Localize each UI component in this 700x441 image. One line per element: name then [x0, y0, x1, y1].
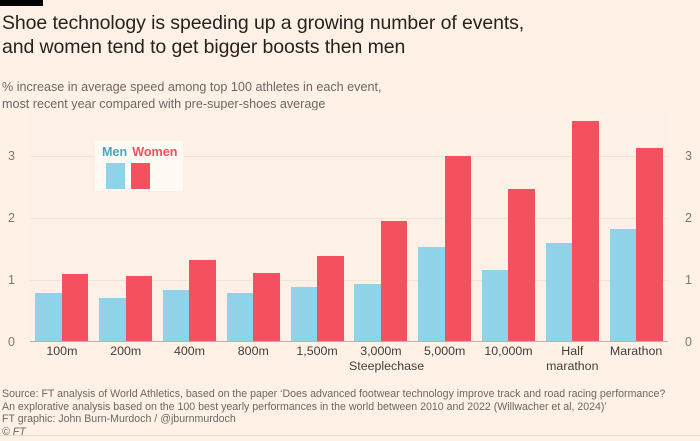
x-tick-label-line-2: Steeplechase [349, 359, 425, 373]
bar-women[interactable] [189, 259, 216, 342]
footer-source-line-1: Source: FT analysis of World Athletics, … [2, 388, 666, 400]
bar-women[interactable] [61, 273, 89, 342]
y-tick-right-3: 3 [685, 149, 692, 164]
bar-group [221, 110, 285, 342]
x-tick-label-line-1: 3,000m [360, 344, 402, 358]
x-tick-label-line-1: 100m [46, 344, 78, 358]
footer-credit: FT graphic: John Burn-Murdoch / @jburnmu… [2, 413, 236, 426]
bar-men[interactable] [226, 292, 254, 342]
bar-men[interactable] [99, 298, 126, 342]
bar-group [94, 110, 158, 342]
ft-top-rule [0, 0, 43, 6]
bar-group [413, 110, 477, 342]
x-tick-label: 3,000m Steeplechase [349, 344, 425, 374]
title-line-1: Shoe technology is speeding up a growing… [2, 12, 525, 34]
x-tick-label-line-1: 400m [173, 344, 205, 358]
subtitle-line-1: % increase in average speed among top 10… [2, 80, 382, 94]
x-tick-label: 10,000m [477, 344, 541, 359]
x-tick-label-line-1: 1,500m [296, 344, 338, 358]
bar-group [285, 110, 349, 342]
legend-labels: Men Women [102, 145, 177, 159]
legend-label-women: Women [132, 145, 178, 159]
y-tick-left-1: 1 [8, 272, 15, 287]
subtitle-line-2: most recent year compared with pre-super… [2, 96, 326, 111]
x-tick-label-line-1: 10,000m [484, 344, 533, 358]
bar-women[interactable] [572, 120, 599, 342]
bar-women[interactable] [444, 155, 472, 342]
x-tick-label-line-2: marathon [546, 359, 599, 373]
legend-swatch-women [131, 163, 150, 189]
bar-group [158, 110, 222, 342]
x-axis-baseline [30, 340, 668, 342]
x-tick-label: 100m [30, 344, 94, 359]
bar-women[interactable] [125, 276, 153, 342]
y-tick-left-0: 0 [8, 334, 15, 349]
bar-women[interactable] [380, 220, 408, 342]
x-tick-label: 5,000m [413, 344, 477, 359]
bar-group [349, 110, 413, 342]
legend-swatch-men [106, 163, 125, 189]
bar-men[interactable] [35, 292, 62, 342]
x-tick-label-line-1: 200m [110, 344, 142, 358]
y-tick-right-2: 2 [685, 211, 692, 226]
footer-source-line-2: An explorative analysis based on the 100… [2, 400, 607, 413]
gridline-1 [30, 280, 668, 282]
y-tick-right-1: 1 [685, 272, 692, 287]
x-tick-label: 800m [221, 344, 285, 359]
y-tick-left-2: 2 [8, 211, 15, 226]
bar-men[interactable] [482, 269, 509, 342]
x-tick-label-line-1: Half [561, 344, 584, 358]
y-tick-left-3: 3 [8, 149, 15, 164]
x-tick-label: 400m [158, 344, 222, 359]
gridline-3 [30, 156, 668, 158]
bar-group [30, 110, 94, 342]
x-tick-label: Half marathon [540, 344, 604, 374]
y-tick-right-0: 0 [685, 334, 692, 349]
x-tick-label-line-1: 800m [237, 344, 269, 358]
bar-group [477, 110, 541, 342]
plot-area: 0 1 2 3 0 1 2 3 [0, 110, 700, 348]
bar-men[interactable] [418, 246, 445, 342]
page-subtitle: % increase in average speed among top 10… [2, 79, 692, 112]
bar-men[interactable] [609, 229, 637, 342]
bar-group [604, 110, 668, 342]
chart-legend: Men Women [95, 141, 183, 191]
page-title: Shoe technology is speeding up a growing… [2, 11, 692, 59]
x-tick-label: Marathon [604, 344, 668, 359]
x-tick-label-line-1: 5,000m [424, 344, 466, 358]
bar-women[interactable] [636, 148, 663, 342]
x-tick-label-line-1: Marathon [609, 344, 663, 358]
legend-label-men: Men [102, 145, 128, 159]
bar-group [540, 110, 604, 342]
footer-copyright: © FT [2, 425, 26, 438]
bar-men[interactable] [545, 243, 573, 342]
gridline-2 [30, 218, 668, 220]
bar-women[interactable] [508, 189, 535, 342]
bar-women[interactable] [253, 273, 280, 342]
bar-series-container [30, 110, 668, 342]
footer-rule [0, 435, 700, 436]
chart-footer: Source: FT analysis of World Athletics, … [2, 388, 698, 438]
bar-men[interactable] [354, 283, 381, 342]
bar-men[interactable] [290, 286, 318, 342]
bar-women[interactable] [317, 256, 344, 342]
x-tick-label: 200m [94, 344, 158, 359]
title-line-2: and women tend to get bigger boosts then… [2, 36, 406, 58]
x-axis-labels: 100m 200m 400m 800m 1,500m 3,000m Steeplechase… [30, 344, 668, 384]
bar-men[interactable] [163, 290, 190, 342]
legend-swatches [106, 163, 177, 189]
x-tick-label: 1,500m [285, 344, 349, 359]
